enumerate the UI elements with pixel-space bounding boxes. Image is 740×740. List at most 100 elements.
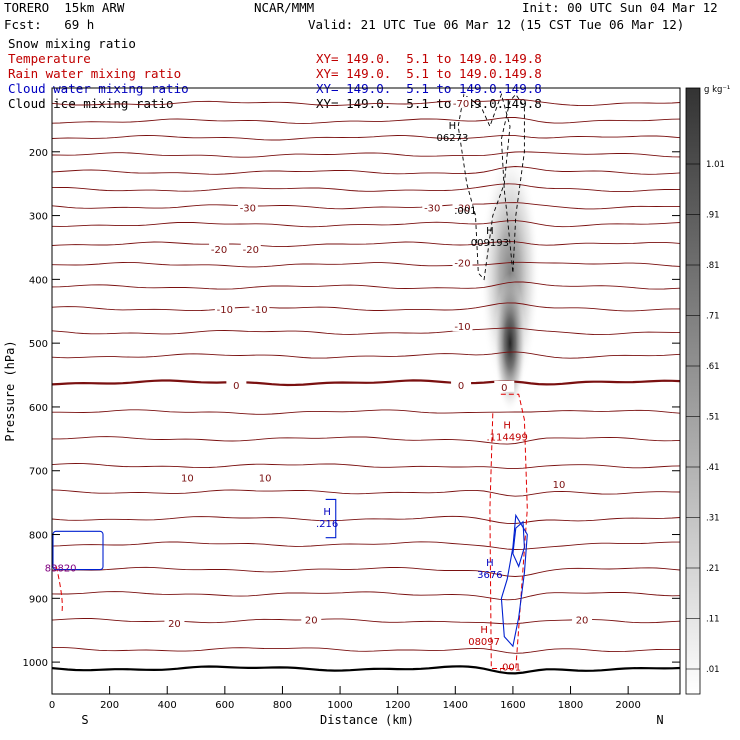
valid-time: Valid: 21 UTC Tue 06 Mar 12 (15 CST Tue … <box>308 17 685 32</box>
temperature-label: 10 <box>259 473 272 484</box>
y-tick-label: 400 <box>29 275 48 286</box>
x-axis-label: Distance (km) <box>320 713 414 727</box>
label-bg <box>226 378 247 390</box>
center-name: NCAR/MMM <box>254 0 315 15</box>
temperature-label: 10 <box>553 480 566 491</box>
colorbar-tick-label: .91 <box>706 211 720 221</box>
x-tick-label: 600 <box>215 700 234 711</box>
temperature-label: -20 <box>454 258 470 269</box>
max-value-label: 06273 <box>437 133 469 144</box>
isotherm-line <box>52 261 680 268</box>
forecast-hour: Fcst: 69 h <box>4 17 95 32</box>
colorbar-gradient <box>685 87 701 695</box>
y-tick-label: 1000 <box>23 658 48 669</box>
isotherm-line <box>52 98 680 107</box>
label-bg <box>549 477 570 489</box>
x-tick-label: 1200 <box>385 700 410 711</box>
max-value-label: 009193 <box>471 238 509 249</box>
label-bg <box>452 256 473 268</box>
isotherm-line <box>52 566 680 577</box>
isotherm-line <box>52 117 680 124</box>
temperature-label: 0 <box>233 381 239 392</box>
label-bg <box>422 201 443 213</box>
x-tick-label: 800 <box>273 700 292 711</box>
max-value-label: 3676 <box>477 570 502 581</box>
temperature-label: -10 <box>217 305 233 316</box>
label-bg <box>452 320 473 332</box>
colorbar-unit: g kg⁻¹ <box>704 85 730 95</box>
y-tick-label: 800 <box>29 531 48 542</box>
colorbar-tick-label: .01 <box>706 665 720 675</box>
temperature-label: -10 <box>454 322 470 333</box>
snow-field <box>480 147 541 414</box>
y-tick-label: 500 <box>29 339 48 350</box>
max-value-label: .001 <box>454 206 476 217</box>
isotherm-line <box>52 183 680 193</box>
colorbar-tick-label: .41 <box>706 463 720 473</box>
max-h-marker: H <box>449 121 457 132</box>
isotherm-line <box>52 202 680 210</box>
isotherm-line <box>52 220 680 228</box>
label-bg <box>255 471 276 483</box>
cloud-water-contour <box>500 513 528 648</box>
cloud-water-contour <box>325 498 337 539</box>
isotherm-line <box>52 166 680 175</box>
temperature-label: 10 <box>181 473 194 484</box>
temperature-label: -20 <box>243 245 259 256</box>
colorbar-tick-label: 1.01 <box>706 160 725 170</box>
north-label: N <box>656 713 663 727</box>
label-bg <box>249 302 270 314</box>
max-h-marker: H <box>480 625 488 636</box>
y-tick-label: 300 <box>29 212 48 223</box>
y-tick-label: 900 <box>29 594 48 605</box>
x-tick-label: 1400 <box>443 700 468 711</box>
colorbar-tick-label: .71 <box>706 312 720 322</box>
isotherm-lines <box>52 98 680 675</box>
isotherm-line <box>52 541 680 550</box>
legend-cloudice-label: Cloud ice mixing ratio <box>8 96 174 111</box>
cloud-water-contour <box>52 530 104 571</box>
max-h-marker: H <box>323 507 331 518</box>
temperature-label: -30 <box>424 204 440 215</box>
snow-plume-core <box>494 273 527 414</box>
y-tick-label: 600 <box>29 403 48 414</box>
temperature-label: -30 <box>240 204 256 215</box>
isotherm-line <box>52 134 680 141</box>
isotherm-line <box>52 409 680 415</box>
isotherm-line <box>52 240 680 248</box>
label-bg <box>494 380 515 392</box>
legend-temperature-label: Temperature <box>8 51 91 66</box>
temperature-label: 20 <box>305 616 318 627</box>
x-tick-label: 200 <box>100 700 119 711</box>
cloud-ice-contour <box>457 92 511 281</box>
legend-rain-xy: XY= 149.0. 5.1 to 149.0.149.8 <box>316 66 542 81</box>
isotherm-line <box>52 515 680 524</box>
x-tick-label: 400 <box>158 700 177 711</box>
south-label: S <box>81 713 88 727</box>
isotherm-line <box>52 646 680 654</box>
label-bg <box>164 616 185 628</box>
rain-contour <box>55 566 63 612</box>
temperature-label: 0 <box>458 381 464 392</box>
label-bg <box>177 471 198 483</box>
label-bg <box>572 613 593 625</box>
model-title: TORERO 15km ARW <box>4 0 125 15</box>
max-h-marker: H <box>486 226 494 237</box>
rain-contour <box>489 393 528 669</box>
legend-snow-label: Snow mixing ratio <box>8 36 136 51</box>
label-bg <box>451 378 472 390</box>
plot-frame <box>51 87 681 695</box>
hydrometeor-contours <box>52 92 528 669</box>
temperature-label: -10 <box>251 305 267 316</box>
colorbar-tick-label: .51 <box>706 413 720 423</box>
isotherm-line <box>52 302 680 312</box>
isotherm-line <box>52 489 680 497</box>
legend-rain-label: Rain water mixing ratio <box>8 66 182 81</box>
label-bg <box>237 201 258 213</box>
max-value-label: .001 <box>499 662 521 673</box>
max-value-label: 83820 <box>45 563 77 574</box>
temperature-label: 20 <box>576 616 589 627</box>
colorbar-tick-label: .61 <box>706 362 720 372</box>
max-h-marker: H <box>486 558 494 569</box>
